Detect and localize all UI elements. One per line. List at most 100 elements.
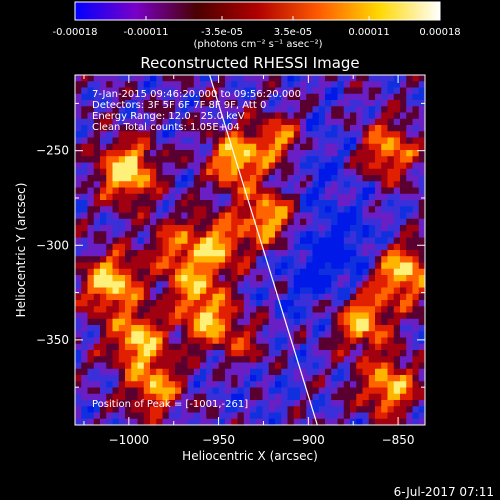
heatmap-pixel	[156, 187, 163, 195]
heatmap-pixel	[256, 400, 263, 407]
heatmap-pixel	[387, 312, 395, 320]
heatmap-pixel	[318, 400, 326, 407]
heatmap-pixel	[368, 250, 376, 257]
heatmap-pixel	[225, 418, 232, 425]
heatmap-pixel	[381, 393, 388, 401]
heatmap-pixel	[412, 143, 420, 151]
heatmap-pixel	[87, 293, 95, 301]
heatmap-pixel	[343, 87, 351, 95]
heatmap-pixel	[212, 312, 220, 320]
heatmap-pixel	[118, 93, 126, 101]
heatmap-pixel	[125, 156, 132, 163]
heatmap-pixel	[150, 318, 157, 326]
heatmap-pixel	[418, 387, 425, 395]
heatmap-pixel	[400, 418, 407, 425]
heatmap-pixel	[175, 200, 182, 207]
heatmap-pixel	[100, 187, 107, 195]
heatmap-pixel	[331, 137, 338, 145]
heatmap-pixel	[225, 300, 232, 307]
heatmap-pixel	[275, 393, 282, 401]
heatmap-pixel	[343, 237, 351, 245]
heatmap-pixel	[237, 393, 245, 401]
heatmap-pixel	[312, 137, 320, 145]
heatmap-pixel	[118, 406, 126, 413]
heatmap-pixel	[275, 87, 282, 95]
heatmap-pixel	[168, 243, 176, 251]
heatmap-pixel	[306, 343, 313, 351]
heatmap-pixel	[331, 250, 338, 257]
heatmap-pixel	[412, 131, 420, 138]
heatmap-pixel	[237, 250, 245, 257]
heatmap-pixel	[318, 93, 326, 101]
heatmap-pixel	[293, 268, 301, 276]
heatmap-pixel	[225, 375, 232, 382]
heatmap-pixel	[250, 150, 257, 157]
heatmap-pixel	[362, 325, 370, 332]
heatmap-pixel	[331, 293, 338, 301]
heatmap-pixel	[162, 137, 170, 145]
heatmap-pixel	[325, 250, 332, 257]
heatmap-pixel	[100, 337, 107, 345]
heatmap-pixel	[418, 231, 425, 238]
heatmap-pixel	[331, 162, 338, 170]
heatmap-pixel	[112, 262, 120, 270]
heatmap-pixel	[300, 287, 307, 295]
heatmap-pixel	[75, 393, 82, 401]
heatmap-pixel	[137, 137, 145, 145]
heatmap-pixel	[393, 331, 401, 338]
heatmap-pixel	[287, 306, 295, 313]
heatmap-pixel	[368, 418, 376, 425]
heatmap-pixel	[362, 362, 370, 370]
heatmap-pixel	[362, 118, 370, 126]
heatmap-pixel	[387, 231, 395, 238]
heatmap-pixel	[200, 387, 207, 395]
heatmap-pixel	[206, 400, 213, 407]
heatmap-pixel	[362, 318, 370, 326]
heatmap-pixel	[100, 131, 107, 138]
colorbar-ticks: -0.00018 -0.00011 -3.5e-05 3.5e-05 0.00011 0.…	[53, 16, 461, 38]
heatmap-pixel	[175, 331, 182, 338]
x-tick-label: −1000	[109, 433, 150, 447]
heatmap-pixel	[287, 93, 295, 101]
heatmap-pixel	[318, 100, 326, 107]
heatmap-pixel	[325, 412, 332, 420]
heatmap-pixel	[318, 218, 326, 226]
heatmap-pixel	[400, 156, 407, 163]
heatmap-pixel	[137, 106, 145, 113]
heatmap-pixel	[112, 131, 120, 138]
heatmap-pixel	[125, 325, 132, 332]
heatmap-pixel	[337, 406, 345, 413]
heatmap-pixel	[256, 256, 263, 263]
heatmap-pixel	[368, 100, 376, 107]
heatmap-pixel	[393, 175, 401, 182]
heatmap-pixel	[181, 318, 188, 326]
heatmap-pixel	[418, 256, 425, 263]
heatmap-pixel	[206, 87, 213, 95]
heatmap-pixel	[218, 268, 226, 276]
heatmap-pixel	[262, 137, 270, 145]
heatmap-pixel	[118, 181, 126, 188]
heatmap-pixel	[325, 156, 332, 163]
heatmap-pixel	[75, 418, 82, 425]
heatmap-pixel	[193, 237, 201, 245]
heatmap-pixel	[268, 406, 276, 413]
heatmap-pixel	[300, 387, 307, 395]
heatmap-pixel	[418, 206, 425, 213]
heatmap-pixel	[112, 100, 120, 107]
heatmap-pixel	[137, 175, 145, 182]
heatmap-pixel	[287, 268, 295, 276]
heatmap-pixel	[131, 200, 138, 207]
heatmap-pixel	[218, 381, 226, 388]
heatmap-pixel	[387, 400, 395, 407]
heatmap-pixel	[100, 81, 107, 88]
heatmap-pixel	[125, 331, 132, 338]
heatmap-pixel	[75, 262, 82, 270]
heatmap-pixel	[131, 137, 138, 145]
heatmap-pixel	[356, 243, 363, 251]
heatmap-pixel	[206, 412, 213, 420]
heatmap-pixel	[156, 281, 163, 288]
heatmap-pixel	[231, 200, 238, 207]
heatmap-pixel	[337, 75, 345, 82]
heatmap-pixel	[256, 93, 263, 101]
heatmap-pixel	[243, 325, 251, 332]
